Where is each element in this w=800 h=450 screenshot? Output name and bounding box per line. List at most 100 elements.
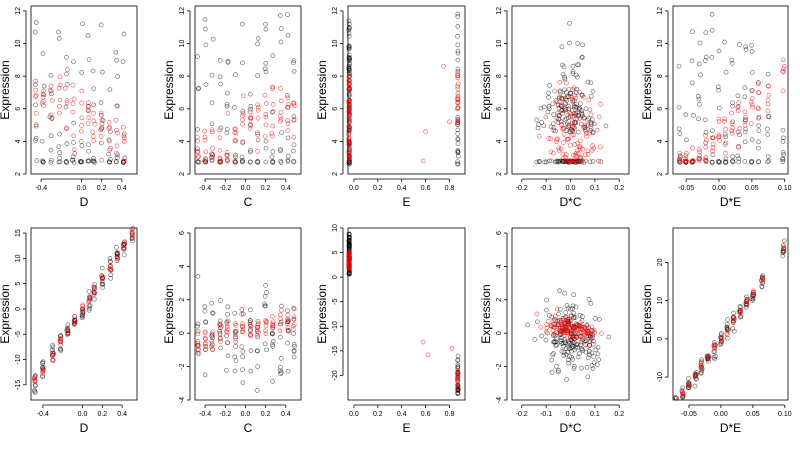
observed-point xyxy=(79,315,85,321)
y-tick-label: -5 xyxy=(332,299,339,305)
fitted-point xyxy=(572,142,578,147)
fitted-point xyxy=(573,333,579,339)
x-tick-label: 0.05 xyxy=(746,411,760,418)
fitted-point xyxy=(568,331,574,337)
observed-point xyxy=(765,154,771,159)
observed-point xyxy=(217,74,223,80)
fitted-point xyxy=(263,320,269,325)
x-tick-label: -0.05 xyxy=(681,411,697,418)
observed-point xyxy=(263,303,268,309)
fitted-point xyxy=(202,128,207,134)
fitted-point xyxy=(79,115,85,121)
fitted-point xyxy=(596,158,601,164)
observed-point xyxy=(689,80,695,86)
observed-point xyxy=(750,298,755,303)
fitted-point xyxy=(711,343,717,349)
fitted-point xyxy=(195,331,201,337)
observed-point xyxy=(248,307,253,313)
fitted-point xyxy=(285,319,291,325)
observed-point xyxy=(749,49,755,54)
observed-point xyxy=(233,72,238,77)
fitted-point xyxy=(560,316,566,321)
x-tick-label: 0.00 xyxy=(712,185,726,192)
y-tick-label: -20 xyxy=(332,370,339,380)
fitted-point xyxy=(567,158,572,164)
observed-point xyxy=(766,114,772,120)
observed-point xyxy=(697,40,703,46)
observed-point xyxy=(749,159,755,165)
observed-point xyxy=(71,160,77,165)
fitted-point xyxy=(585,148,591,154)
x-tick-label: 0.2 xyxy=(373,411,383,418)
observed-point xyxy=(203,319,208,325)
observed-point xyxy=(233,138,239,144)
fitted-point xyxy=(577,138,583,144)
observed-point xyxy=(40,160,46,165)
fitted-point xyxy=(455,379,461,385)
fitted-point xyxy=(551,318,557,324)
fitted-point xyxy=(544,322,550,327)
fitted-point xyxy=(240,113,245,119)
fitted-point xyxy=(210,347,215,352)
observed-point xyxy=(120,59,126,64)
fitted-point xyxy=(50,357,55,363)
fitted-point xyxy=(677,158,683,164)
observed-point xyxy=(555,369,561,375)
panel-4: -0.2 -0.1 0.0 0.1 0.2 2 4 6 8 10 12 D*C Expression xyxy=(479,5,630,209)
fitted-point xyxy=(780,57,786,63)
observed-point xyxy=(525,322,530,328)
fitted-point xyxy=(129,226,135,232)
fitted-point xyxy=(572,323,577,329)
fitted-point xyxy=(554,139,559,145)
fitted-point xyxy=(755,81,761,87)
fitted-point xyxy=(107,147,113,153)
observed-point xyxy=(723,159,728,164)
fitted-point xyxy=(57,103,62,109)
observed-point xyxy=(554,342,560,348)
y-tick-label: 5 xyxy=(15,282,22,286)
points xyxy=(32,20,128,165)
x-axis-label: D xyxy=(80,195,89,209)
observed-point xyxy=(232,152,238,158)
observed-point xyxy=(225,304,231,310)
fitted-point xyxy=(263,122,269,128)
observed-point xyxy=(574,86,580,92)
fitted-point xyxy=(577,106,582,111)
fitted-point xyxy=(39,100,45,106)
x-tick-label: 0.1 xyxy=(590,185,600,192)
observed-point xyxy=(285,135,291,141)
fitted-point xyxy=(455,370,461,376)
fitted-point xyxy=(208,344,214,349)
observed-point xyxy=(684,137,689,143)
fitted-point xyxy=(736,145,741,150)
observed-point xyxy=(240,367,245,373)
fitted-point xyxy=(98,127,104,133)
observed-point xyxy=(270,379,275,384)
observed-point xyxy=(40,373,45,378)
x-tick-label: -0.4 xyxy=(199,411,211,418)
fitted-point xyxy=(420,339,426,345)
observed-point xyxy=(90,68,96,74)
fitted-point xyxy=(86,115,92,120)
observed-point xyxy=(64,141,70,146)
observed-point xyxy=(285,32,291,38)
points xyxy=(525,288,612,382)
observed-point xyxy=(270,342,275,347)
fitted-point xyxy=(202,340,208,346)
fitted-point xyxy=(99,281,105,287)
observed-point xyxy=(702,58,708,63)
fitted-point xyxy=(737,126,743,131)
observed-point xyxy=(113,49,119,55)
fitted-point xyxy=(750,87,755,93)
fitted-point xyxy=(270,314,275,319)
fitted-point xyxy=(551,325,556,330)
fitted-point xyxy=(225,110,231,116)
observed-point xyxy=(255,130,260,136)
fitted-point xyxy=(79,88,85,94)
fitted-point xyxy=(582,152,588,158)
fitted-point xyxy=(106,120,112,125)
observed-point xyxy=(534,159,539,165)
observed-point xyxy=(195,323,200,329)
observed-point xyxy=(99,265,105,271)
observed-point xyxy=(291,159,297,165)
